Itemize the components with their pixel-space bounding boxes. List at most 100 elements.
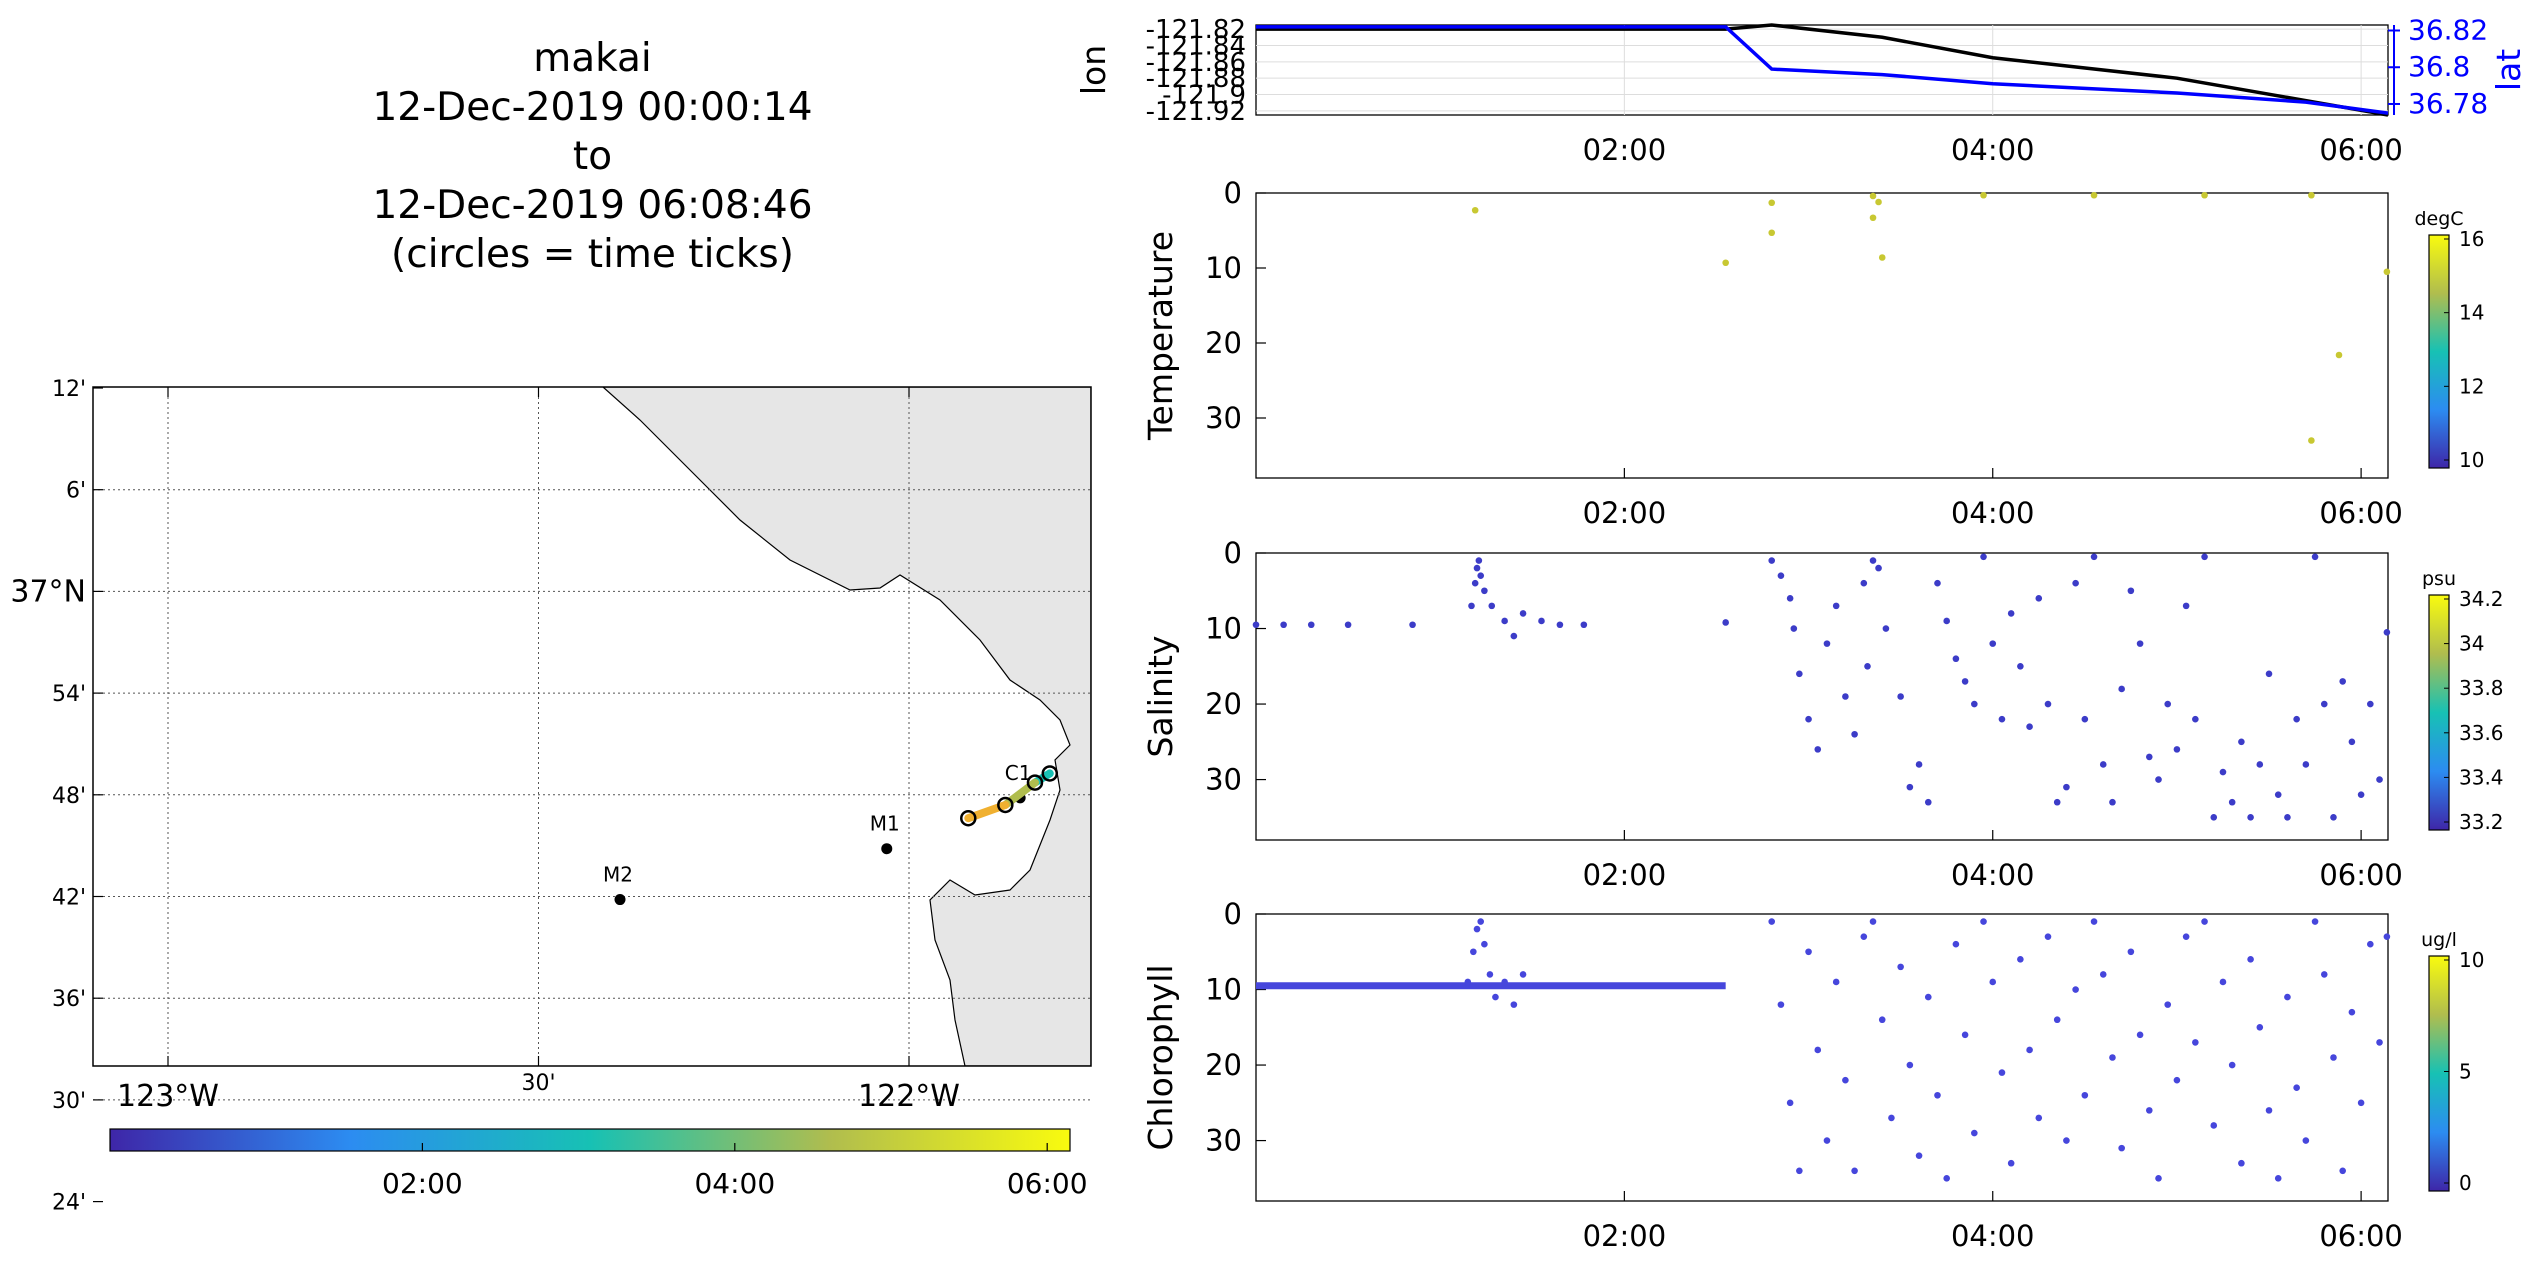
data-point bbox=[1486, 971, 1494, 978]
data-point bbox=[2376, 776, 2383, 783]
station-label: M1 bbox=[870, 812, 900, 836]
lon-tick-label: -121.88 bbox=[1146, 64, 1246, 94]
data-point bbox=[2063, 783, 2070, 791]
depth-tick-label: 10 bbox=[1205, 973, 1242, 1007]
data-point bbox=[2136, 1031, 2144, 1039]
data-point bbox=[2145, 1107, 2153, 1114]
lon-tick-label: 122°W bbox=[858, 1079, 960, 1114]
colorbar-units: degC bbox=[2414, 208, 2463, 230]
temperature-colorbar bbox=[2428, 234, 2450, 469]
lat-tick-label: 36.82 bbox=[2408, 14, 2488, 47]
colorbar-tick-label: 34 bbox=[2459, 632, 2484, 656]
data-point bbox=[2072, 579, 2079, 587]
lon-tick-label: -121.9 bbox=[1162, 81, 1246, 111]
data-point bbox=[1851, 730, 1858, 738]
data-point bbox=[1722, 259, 1729, 267]
lat-tick-label: 36.8 bbox=[2408, 50, 2470, 83]
salinity-axes bbox=[1255, 552, 2389, 841]
data-point bbox=[2201, 191, 2208, 199]
chlorophyll-colorbar bbox=[2428, 955, 2450, 1192]
data-point bbox=[2192, 715, 2199, 723]
data-point bbox=[1860, 933, 1868, 940]
data-point bbox=[1468, 602, 1475, 610]
data-point bbox=[1477, 918, 1485, 925]
data-point bbox=[1556, 621, 1564, 629]
data-point bbox=[1906, 1061, 1914, 1069]
data-point bbox=[2136, 640, 2144, 647]
data-point bbox=[2302, 1137, 2310, 1144]
time-colorbar-ticks: 02:00 04:00 06:00 bbox=[382, 1143, 1088, 1200]
data-point bbox=[2044, 700, 2052, 708]
data-point bbox=[1473, 925, 1481, 933]
data-point bbox=[1875, 198, 1882, 206]
data-point bbox=[1252, 621, 1260, 629]
data-point bbox=[2164, 1001, 2172, 1008]
data-point bbox=[2330, 1054, 2337, 1061]
data-point bbox=[2367, 700, 2374, 708]
data-point bbox=[1501, 978, 1508, 986]
time-tick-circle bbox=[997, 796, 1014, 814]
time-tick-label: 04:00 bbox=[1951, 1219, 2035, 1253]
vehicle-track bbox=[960, 765, 1059, 827]
station-marker bbox=[614, 894, 626, 906]
data-point bbox=[1869, 557, 1877, 564]
data-point bbox=[1471, 579, 1479, 587]
time-series-panels: -121.82-121.84-121.86-121.88-121.9-121.9… bbox=[1074, 14, 2528, 1253]
temperature-axis-label: Temperature bbox=[1141, 231, 1180, 441]
data-point bbox=[1961, 678, 1969, 685]
data-point bbox=[2320, 971, 2328, 978]
lon-lat-panel: -121.82-121.84-121.86-121.88-121.9-121.9… bbox=[1074, 14, 2528, 167]
data-point bbox=[2339, 678, 2346, 685]
data-point bbox=[1915, 761, 1923, 768]
time-tick-label: 06:00 bbox=[2319, 133, 2403, 167]
data-point bbox=[2109, 1054, 2116, 1061]
data-point bbox=[2308, 191, 2315, 199]
time-tick-label: 06:00 bbox=[2319, 858, 2403, 892]
data-point bbox=[1777, 572, 1785, 579]
map-gridlines bbox=[93, 387, 1091, 1101]
data-point bbox=[2118, 685, 2125, 693]
depth-tick-label: 0 bbox=[1224, 897, 1242, 931]
data-point bbox=[1475, 557, 1483, 564]
data-point bbox=[1943, 1175, 1950, 1182]
data-point bbox=[2383, 933, 2391, 940]
lat-series-line bbox=[1256, 25, 2389, 115]
data-point bbox=[1869, 918, 1877, 925]
data-point bbox=[2118, 1144, 2125, 1152]
data-point bbox=[1882, 625, 1890, 632]
data-point bbox=[1409, 621, 1416, 629]
lat-tick-label: 30' bbox=[52, 1089, 86, 1114]
data-point bbox=[1814, 746, 1822, 753]
data-point bbox=[1915, 1152, 1923, 1159]
data-point bbox=[2335, 351, 2343, 359]
data-point bbox=[1952, 655, 1960, 663]
lat-tick-label: 54' bbox=[52, 682, 86, 707]
data-point bbox=[2383, 629, 2391, 636]
time-tick-label: 04:00 bbox=[1951, 133, 2035, 167]
depth-tick-label: 30 bbox=[1205, 763, 1242, 797]
data-point bbox=[1980, 553, 1987, 561]
data-point bbox=[2274, 791, 2282, 798]
lon-tick-label: 30' bbox=[521, 1071, 555, 1096]
salinity-axis-label: Salinity bbox=[1141, 635, 1180, 757]
data-point bbox=[2210, 814, 2218, 821]
data-point bbox=[1943, 617, 1950, 625]
depth-tick-label: 30 bbox=[1205, 1124, 1242, 1158]
data-point bbox=[1934, 1091, 1941, 1099]
data-point bbox=[2293, 1084, 2300, 1092]
depth-tick-label: 0 bbox=[1224, 536, 1242, 570]
data-point bbox=[2127, 948, 2135, 956]
colorbar-tick-label: 06:00 bbox=[1007, 1167, 1088, 1200]
time-tick-label: 02:00 bbox=[1583, 858, 1667, 892]
data-point bbox=[1307, 621, 1315, 629]
latitude-ticks: 12' 6' 37°N 54' 48' 42' 36' 30' 24' bbox=[10, 377, 103, 1216]
data-point bbox=[1971, 700, 1978, 708]
vehicle-name: makai bbox=[533, 36, 652, 81]
time-tick-circle bbox=[1041, 765, 1059, 782]
data-point bbox=[2173, 746, 2181, 753]
data-point bbox=[1989, 978, 1997, 986]
depth-tick-label: 20 bbox=[1205, 326, 1242, 360]
data-point bbox=[1860, 579, 1868, 587]
data-point bbox=[2192, 1039, 2199, 1046]
